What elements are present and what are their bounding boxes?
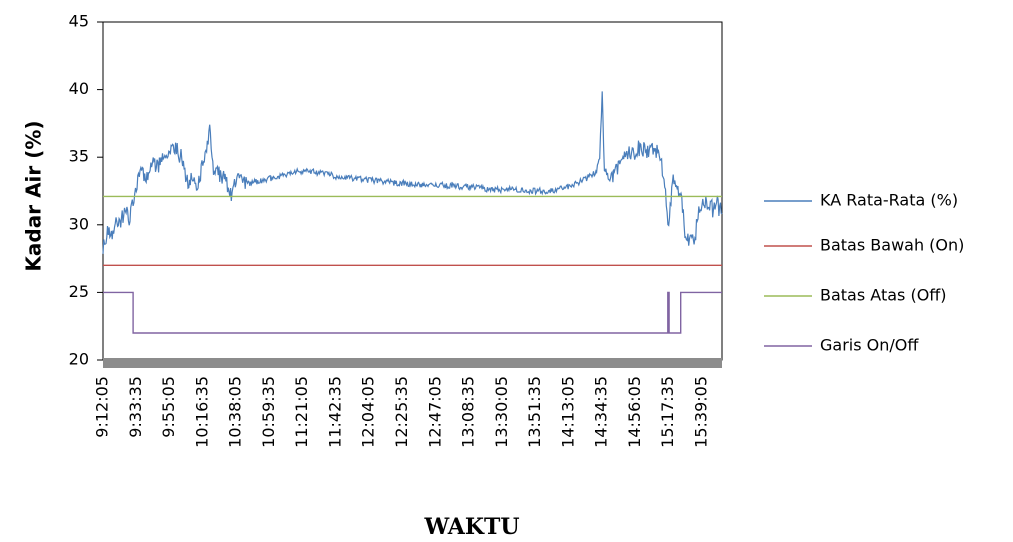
- x-tick-label: 11:42:35: [325, 376, 344, 448]
- x-tick-label: 14:13:05: [558, 376, 577, 448]
- y-tick-label: 25: [69, 282, 89, 301]
- plot-area: [102, 21, 723, 368]
- x-tick-label: 15:17:35: [658, 376, 677, 448]
- plot-frame: [102, 21, 723, 361]
- legend-label: Batas Atas (Off): [820, 286, 947, 305]
- legend-label: Batas Bawah (On): [820, 236, 964, 255]
- x-axis-label: WAKTU: [423, 514, 519, 540]
- y-tick-label: 40: [69, 79, 89, 98]
- x-tick-label: 9:12:05: [93, 376, 112, 438]
- x-tick-label: 13:30:05: [492, 376, 511, 448]
- y-axis-label: Kadar Air (%): [22, 120, 46, 271]
- y-tick-label: 30: [69, 214, 89, 233]
- ka-rata-rata-line: [102, 91, 723, 254]
- legend: KA Rata-Rata (%) Batas Bawah (On) Batas At…: [764, 191, 964, 355]
- x-tick-label: 9:33:35: [126, 376, 145, 438]
- legend-label: Garis On/Off: [820, 336, 919, 355]
- y-tick-label: 20: [69, 350, 89, 369]
- x-tick-label: 11:21:05: [292, 376, 311, 448]
- x-axis-band: [103, 358, 722, 368]
- x-tick-label: 10:59:35: [259, 376, 278, 448]
- y-tick-label: 45: [69, 12, 89, 31]
- x-tick-label: 13:08:35: [459, 376, 478, 448]
- x-tick-label: 12:47:05: [425, 376, 444, 448]
- x-tick-label: 15:39:05: [692, 376, 711, 448]
- x-tick-label: 12:04:05: [359, 376, 378, 448]
- x-tick-label: 14:34:35: [592, 376, 611, 448]
- x-tick-label: 10:38:05: [226, 376, 245, 448]
- x-tick-label: 10:16:35: [192, 376, 211, 448]
- y-axis-ticks: 20 25 30 35 40 45: [69, 12, 103, 369]
- y-tick-label: 35: [69, 147, 89, 166]
- garis-on-off-line: [103, 291, 722, 334]
- x-tick-label: 13:51:35: [525, 376, 544, 448]
- series-lines: [102, 91, 723, 334]
- x-tick-label: 14:56:05: [625, 376, 644, 448]
- x-tick-label: 12:25:35: [392, 376, 411, 448]
- legend-label: KA Rata-Rata (%): [820, 191, 958, 210]
- x-tick-label: 9:55:05: [159, 376, 178, 438]
- x-axis-ticks: 9:12:05 9:33:35 9:55:05 10:16:35 10:38:05 10:…: [93, 376, 711, 448]
